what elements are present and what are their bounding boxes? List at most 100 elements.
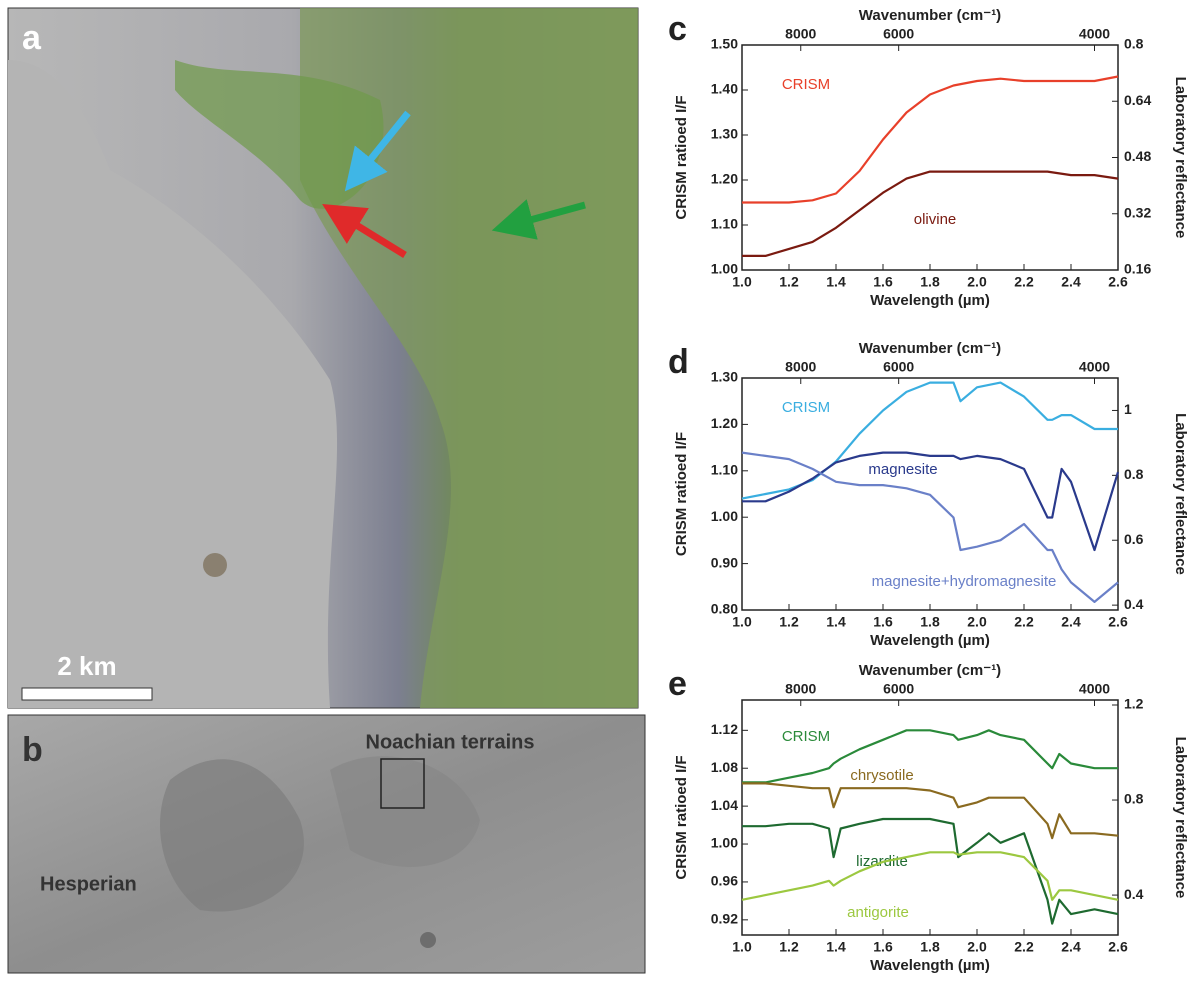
x-tick-label: 1.2 <box>779 614 799 630</box>
x-tick-label: 2.6 <box>1108 939 1128 955</box>
panel-label: b <box>22 731 43 769</box>
x-tick-label: 2.4 <box>1061 274 1081 290</box>
y2-tick-label: 0.16 <box>1124 261 1151 277</box>
x-tick-label: 2.2 <box>1014 274 1034 290</box>
spectrum-line <box>742 75 1119 204</box>
x2-tick-label: 6000 <box>883 681 914 697</box>
panel-a: a 2 km <box>7 7 639 709</box>
spectrum-line <box>742 170 1119 257</box>
x-tick-label: 2.0 <box>967 614 987 630</box>
x-axis-label: Wavelength (µm) <box>870 632 990 649</box>
x-tick-label: 1.4 <box>826 274 846 290</box>
y2-axis-label: Laboratory reflectance <box>1172 413 1189 575</box>
y-tick-label: 1.30 <box>711 369 738 385</box>
x2-tick-label: 4000 <box>1079 26 1110 42</box>
x2-axis-label: Wavenumber (cm⁻¹) <box>859 662 1001 679</box>
x-tick-label: 2.0 <box>967 939 987 955</box>
y-tick-label: 1.00 <box>711 835 738 851</box>
spectrum-line <box>742 451 1120 552</box>
spectrum-line <box>741 451 1119 603</box>
y2-tick-label: 0.32 <box>1124 204 1151 220</box>
y2-tick-label: 0.48 <box>1124 148 1151 164</box>
y2-tick-label: 1 <box>1124 401 1132 417</box>
series-label: antigorite <box>847 904 909 921</box>
y-tick-label: 1.30 <box>711 126 738 142</box>
series-label: magnesite+hydromagnesite <box>872 573 1057 590</box>
panel-b: b Noachian terrains Hesperian <box>7 714 646 974</box>
y-tick-label: 1.20 <box>711 415 738 431</box>
y-axis-label: CRISM ratioed I/F <box>673 755 690 879</box>
x-tick-label: 2.4 <box>1061 939 1081 955</box>
x-tick-label: 1.6 <box>873 614 893 630</box>
series-label: olivine <box>914 211 957 228</box>
series-label: CRISM <box>782 76 830 93</box>
y2-tick-label: 0.8 <box>1124 36 1144 52</box>
x-axis-label: Wavelength (µm) <box>870 292 990 309</box>
y-tick-label: 1.04 <box>711 797 738 813</box>
y-tick-label: 0.96 <box>711 873 738 889</box>
y2-tick-label: 0.4 <box>1124 886 1144 902</box>
y-tick-label: 1.12 <box>711 721 738 737</box>
scale-bar-label: 2 km <box>57 651 116 681</box>
x-tick-label: 1.6 <box>873 939 893 955</box>
x-tick-label: 1.8 <box>920 939 940 955</box>
y-axis-label: CRISM ratioed I/F <box>673 432 690 556</box>
series-label: magnesite <box>868 461 937 478</box>
x2-axis-label: Wavenumber (cm⁻¹) <box>859 7 1001 24</box>
x-tick-label: 1.6 <box>873 274 893 290</box>
x-tick-label: 1.2 <box>779 939 799 955</box>
y-tick-label: 0.92 <box>711 911 738 927</box>
x2-axis-label: Wavenumber (cm⁻¹) <box>859 340 1001 357</box>
x-tick-label: 1.0 <box>732 939 752 955</box>
x-tick-label: 2.4 <box>1061 614 1081 630</box>
y-tick-label: 1.40 <box>711 81 738 97</box>
x-tick-label: 1.2 <box>779 274 799 290</box>
y2-axis-label: Laboratory reflectance <box>1172 77 1189 239</box>
x-tick-label: 1.8 <box>920 614 940 630</box>
x-tick-label: 2.6 <box>1108 614 1128 630</box>
series-label: chrysotile <box>850 767 913 784</box>
x-tick-label: 1.4 <box>826 614 846 630</box>
x2-tick-label: 8000 <box>785 681 816 697</box>
x-tick-label: 2.2 <box>1014 614 1034 630</box>
x-tick-label: 1.8 <box>920 274 940 290</box>
y-tick-label: 0.80 <box>711 601 738 617</box>
y-tick-label: 0.90 <box>711 554 738 570</box>
x-tick-label: 2.6 <box>1108 274 1128 290</box>
y2-tick-label: 0.64 <box>1124 92 1151 108</box>
y-tick-label: 1.50 <box>711 36 738 52</box>
y-tick-label: 1.00 <box>711 261 738 277</box>
spectrum-line <box>742 817 1119 925</box>
y2-tick-label: 1.2 <box>1124 696 1144 712</box>
x2-tick-label: 4000 <box>1079 681 1110 697</box>
x-tick-label: 1.0 <box>732 274 752 290</box>
region-label: Hesperian <box>40 873 137 895</box>
panel-label: a <box>22 19 42 57</box>
region-label: Noachian terrains <box>366 731 535 753</box>
x-tick-label: 2.2 <box>1014 939 1034 955</box>
series-label: CRISM <box>782 399 830 416</box>
x2-tick-label: 6000 <box>883 359 914 375</box>
y2-tick-label: 0.8 <box>1124 466 1144 482</box>
y-tick-label: 1.08 <box>711 759 738 775</box>
x2-tick-label: 4000 <box>1079 359 1110 375</box>
y-tick-label: 1.10 <box>711 462 738 478</box>
y-tick-label: 1.10 <box>711 216 738 232</box>
x-tick-label: 2.0 <box>967 274 987 290</box>
y-axis-label: CRISM ratioed I/F <box>673 95 690 219</box>
y2-axis-label: Laboratory reflectance <box>1172 737 1189 899</box>
y-tick-label: 1.00 <box>711 508 738 524</box>
x-tick-label: 1.4 <box>826 939 846 955</box>
series-label: CRISM <box>782 728 830 745</box>
y-tick-label: 1.20 <box>711 171 738 187</box>
panel-label: e <box>668 665 687 703</box>
panel-label: c <box>668 10 687 48</box>
spectrum-line <box>741 851 1119 901</box>
x2-tick-label: 8000 <box>785 26 816 42</box>
panel-label: d <box>668 343 689 381</box>
x-axis-label: Wavelength (µm) <box>870 957 990 974</box>
y2-tick-label: 0.8 <box>1124 791 1144 807</box>
spectrum-line <box>742 782 1119 840</box>
y2-tick-label: 0.6 <box>1124 531 1144 547</box>
